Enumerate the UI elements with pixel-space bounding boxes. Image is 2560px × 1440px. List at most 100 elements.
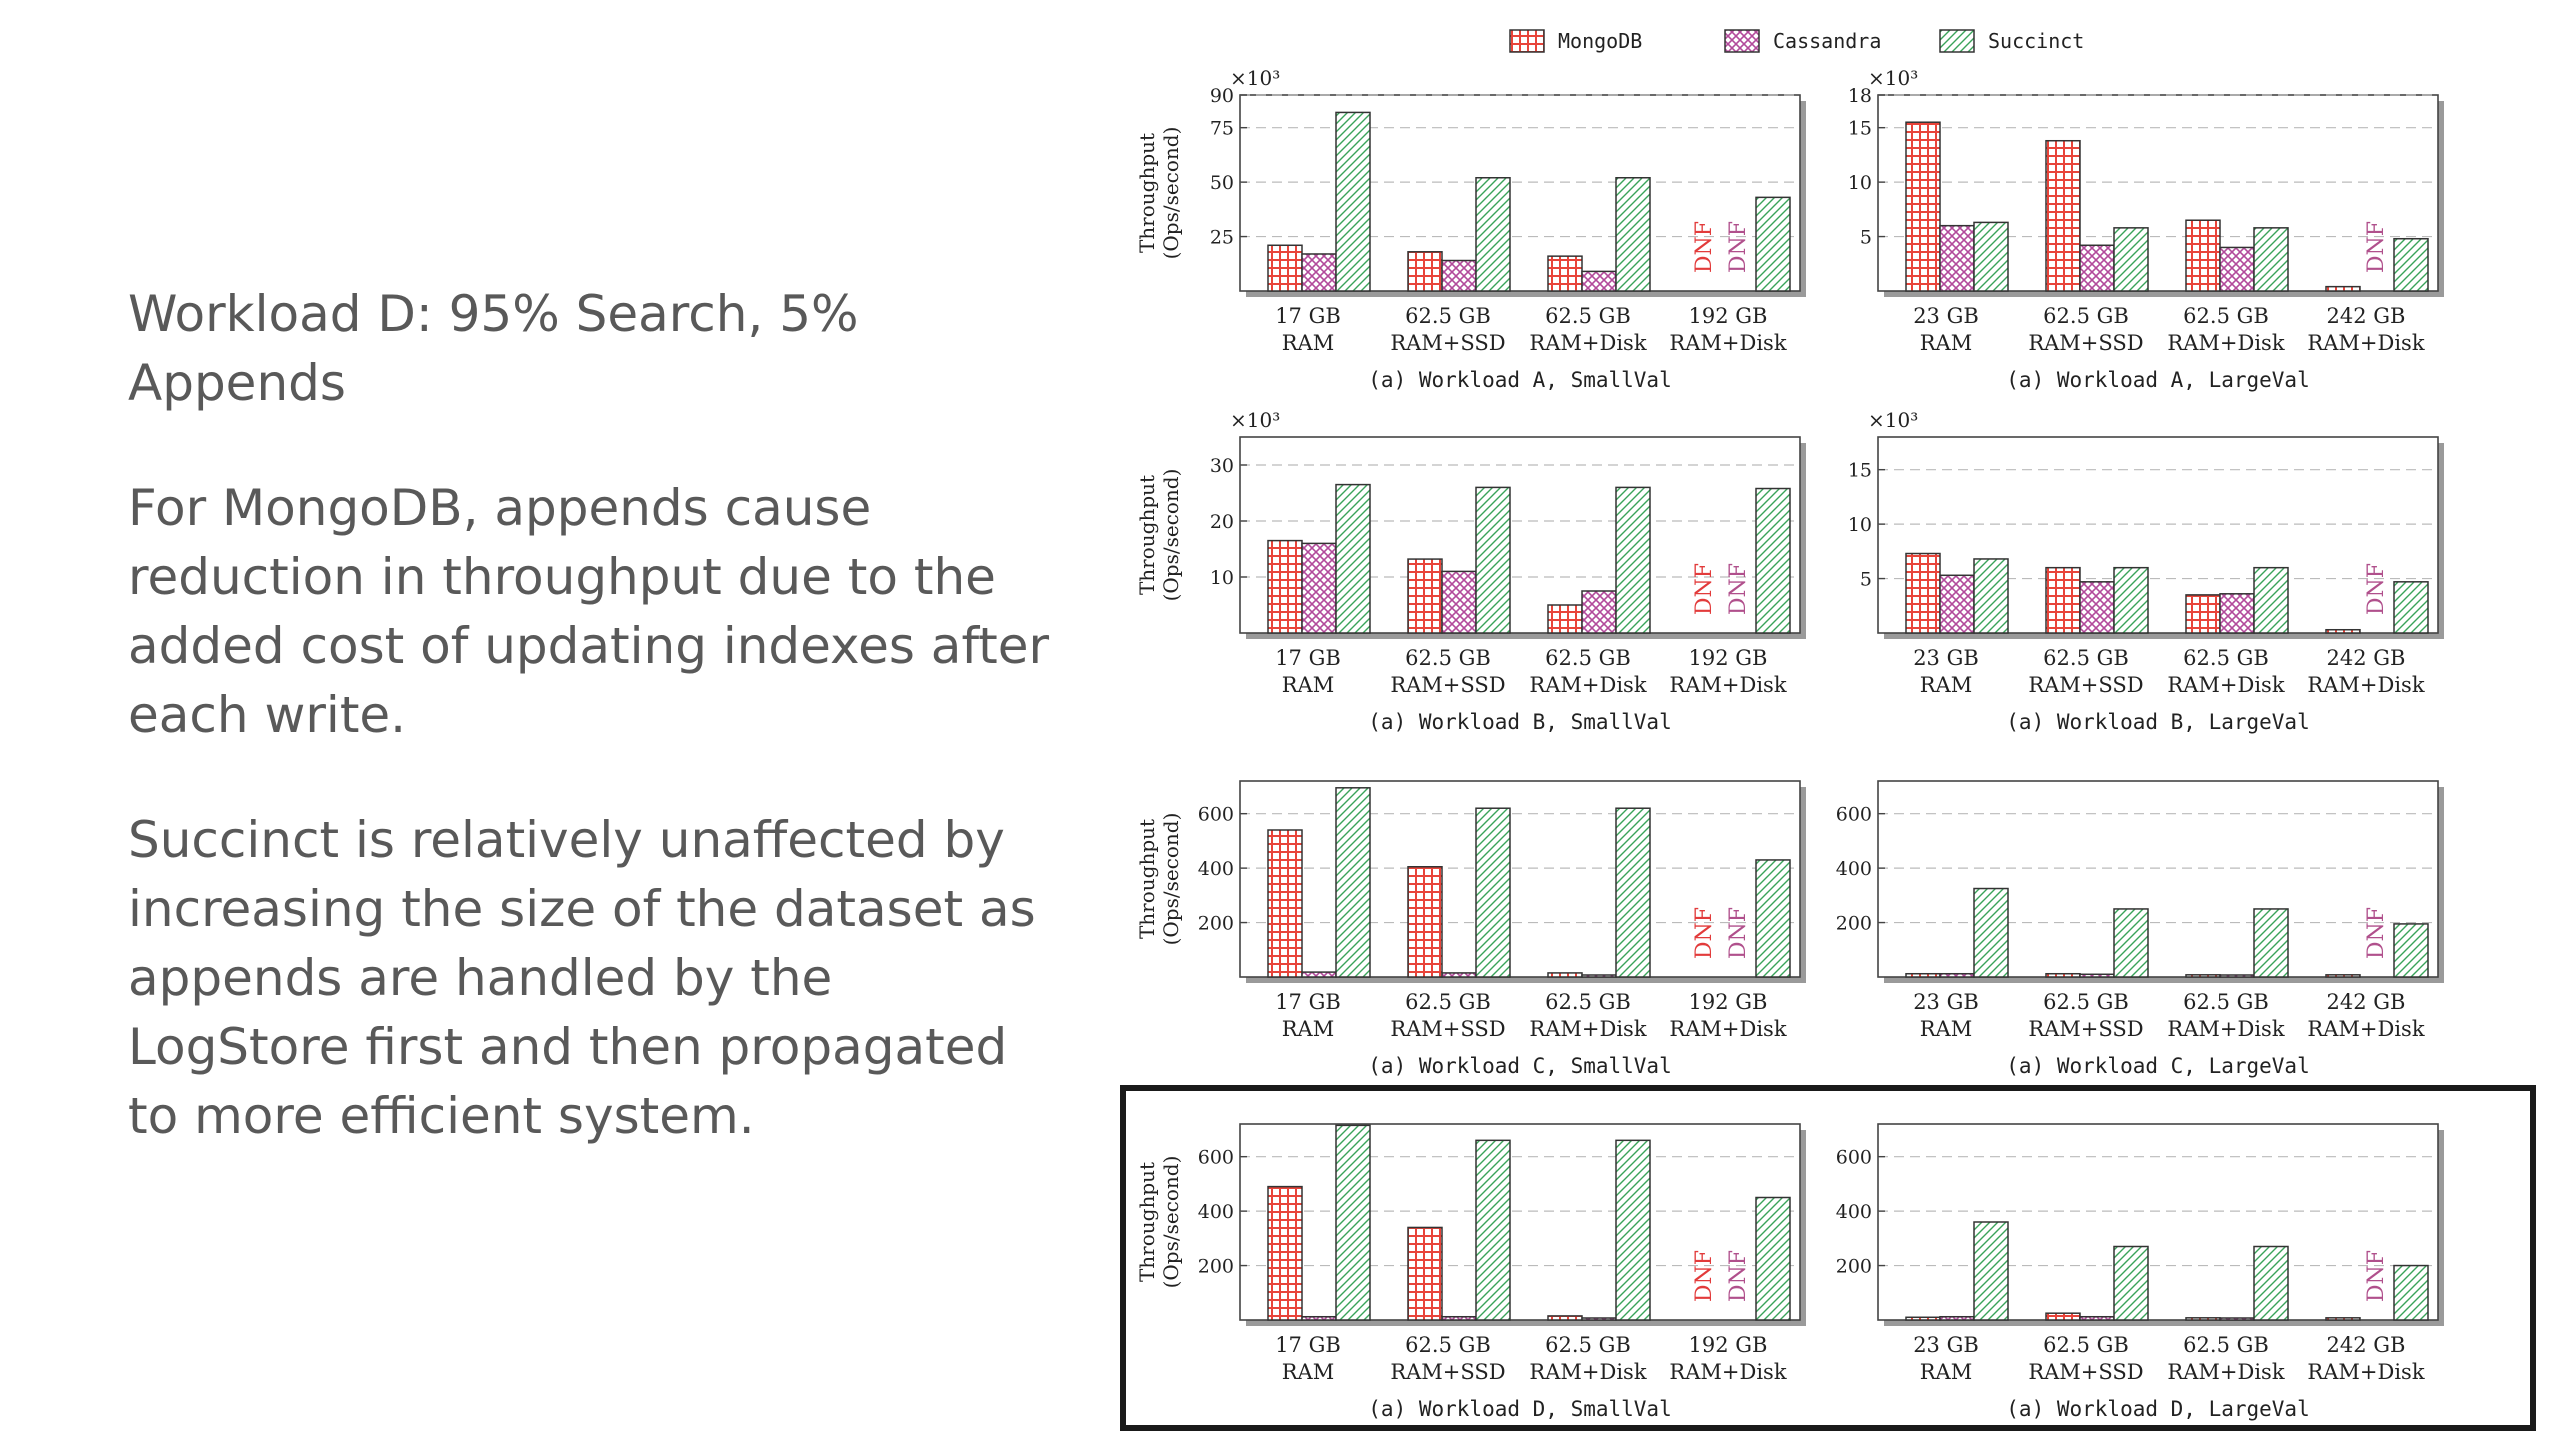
throughput-figure: MongoDB Cassandra Succinct 25 50 75 90 ×10³ Thro… — [1100, 0, 2560, 1440]
x-tick-label: 62.5 GB — [2183, 646, 2269, 670]
x-tick-label: RAM+Disk — [1669, 1017, 1786, 1041]
bar-succinct — [2113, 1245, 2149, 1321]
bar-cassandra — [1939, 574, 1975, 634]
bar-succinct — [1755, 196, 1791, 292]
bar-succinct — [2393, 1264, 2429, 1321]
x-tick-label: RAM+Disk — [2307, 1360, 2424, 1384]
bar-succinct — [2393, 237, 2429, 292]
throughput-chart-svg: MongoDB Cassandra Succinct25507590×10³Thro… — [1120, 29, 2536, 1431]
y-exponent: ×10³ — [1868, 66, 1918, 90]
legend-item-mongodb: MongoDB — [1509, 29, 1642, 53]
y-tick-label: 20 — [1210, 511, 1234, 533]
x-tick-label: 62.5 GB — [2183, 990, 2269, 1014]
y-tick-label: 600 — [1198, 804, 1234, 826]
legend-swatch — [1509, 29, 1545, 53]
bar-mongodb — [1267, 244, 1303, 292]
x-tick-label: 62.5 GB — [2043, 1333, 2129, 1357]
bar-cassandra — [1301, 1315, 1337, 1321]
bar-mongodb — [1905, 1316, 1941, 1321]
bar-mongodb — [1267, 539, 1303, 634]
bar-mongodb — [1547, 255, 1583, 292]
x-tick-label: RAM+Disk — [2167, 1360, 2284, 1384]
x-tick-label: RAM+Disk — [1669, 673, 1786, 697]
bar-succinct — [2253, 227, 2289, 292]
bar-mongodb — [1905, 121, 1941, 292]
y-tick-label: 600 — [1836, 1147, 1872, 1169]
bar-mongodb — [2185, 594, 2221, 634]
dnf-label: DNF — [1692, 1250, 1717, 1302]
panel-frame — [1877, 780, 2439, 978]
bar-cassandra — [2079, 581, 2115, 634]
bar-succinct — [1335, 1124, 1371, 1321]
panel-7: 200 400 600 Throughput(Ops/second) 17 GB RAM 6… — [1135, 1123, 1806, 1421]
bar-succinct — [1973, 887, 2009, 978]
bar-succinct — [1335, 483, 1371, 634]
x-tick-label: RAM+SSD — [2028, 1017, 2143, 1041]
bar-succinct — [1973, 1221, 2009, 1321]
slide-heading: Workload D: 95% Search, 5% Appends — [128, 285, 859, 412]
x-tick-label: RAM — [1282, 331, 1334, 355]
bar-mongodb — [1407, 251, 1443, 292]
panel-caption: (a) Workload A, LargeVal — [2006, 368, 2309, 392]
y-tick-label: 10 — [1848, 172, 1872, 194]
dnf-label: DNF — [1726, 563, 1751, 615]
bar-succinct — [2393, 923, 2429, 978]
bar-cassandra — [1581, 1317, 1617, 1321]
y-tick-label: 5 — [1860, 227, 1872, 249]
bar-mongodb — [2325, 628, 2361, 634]
panel-1: 25 50 75 90×10³ Throughput(Ops/second) 17 GB R… — [1135, 66, 1806, 392]
bar-mongodb — [2325, 1317, 2361, 1321]
bar-mongodb — [2185, 974, 2221, 978]
bar-mongodb — [2325, 974, 2361, 978]
y-tick-label: 400 — [1836, 858, 1872, 880]
dnf-label: DNF — [1726, 1250, 1751, 1302]
x-tick-label: 242 GB — [2327, 304, 2406, 328]
y-tick-label: 25 — [1210, 227, 1234, 249]
x-tick-label: 62.5 GB — [1545, 304, 1631, 328]
x-tick-label: 62.5 GB — [2043, 304, 2129, 328]
panel-6: 200 400 600 23 GB RAM 62.5 GB RAM+SSD 62.5 GB RA… — [1836, 780, 2444, 1078]
bar-cassandra — [1301, 542, 1337, 634]
y-exponent: ×10³ — [1868, 408, 1918, 432]
panel-caption: (a) Workload D, LargeVal — [2006, 1397, 2309, 1421]
dnf-label: DNF — [2364, 563, 2389, 615]
x-tick-label: 23 GB — [1913, 990, 1979, 1014]
x-tick-label: 62.5 GB — [1405, 990, 1491, 1014]
bar-mongodb — [1407, 558, 1443, 634]
bar-cassandra — [2219, 593, 2255, 634]
bar-mongodb — [2185, 1317, 2221, 1321]
bar-cassandra — [1441, 972, 1477, 978]
x-tick-label: RAM — [1920, 331, 1972, 355]
panel-8: 200 400 600 23 GB RAM 62.5 GB RAM+SSD 62.5 GB RA… — [1836, 1123, 2444, 1421]
x-tick-label: 17 GB — [1275, 1333, 1341, 1357]
y-tick-label: 75 — [1210, 118, 1234, 140]
bar-succinct — [1615, 1139, 1651, 1321]
bar-mongodb — [1547, 604, 1583, 634]
x-tick-label: RAM+SSD — [1390, 1360, 1505, 1384]
bar-succinct — [1755, 859, 1791, 978]
bar-succinct — [1615, 177, 1651, 292]
bar-mongodb — [1407, 866, 1443, 978]
bar-succinct — [1475, 807, 1511, 978]
y-axis-label: Throughput(Ops/second) — [1135, 469, 1183, 602]
bar-succinct — [1335, 111, 1371, 292]
bar-cassandra — [1301, 971, 1337, 978]
legend-label: Succinct — [1988, 29, 2084, 53]
x-tick-label: 23 GB — [1913, 304, 1979, 328]
bar-cassandra — [1581, 974, 1617, 978]
y-tick-label: 90 — [1210, 85, 1234, 107]
bar-cassandra — [1581, 590, 1617, 634]
x-tick-label: 62.5 GB — [2183, 1333, 2269, 1357]
y-tick-label: 18 — [1848, 85, 1872, 107]
y-tick-label: 600 — [1198, 1147, 1234, 1169]
highlight-box — [1120, 1085, 2536, 1431]
x-tick-label: RAM — [1920, 1360, 1972, 1384]
panel-caption: (a) Workload C, LargeVal — [2006, 1054, 2309, 1078]
x-tick-label: RAM+Disk — [1529, 673, 1646, 697]
bar-mongodb — [1905, 972, 1941, 978]
panel-caption: (a) Workload C, SmallVal — [1368, 1054, 1671, 1078]
legend-swatch — [1724, 29, 1760, 53]
panel-caption: (a) Workload B, SmallVal — [1368, 710, 1671, 734]
dnf-label: DNF — [2364, 1250, 2389, 1302]
y-tick-label: 600 — [1836, 804, 1872, 826]
